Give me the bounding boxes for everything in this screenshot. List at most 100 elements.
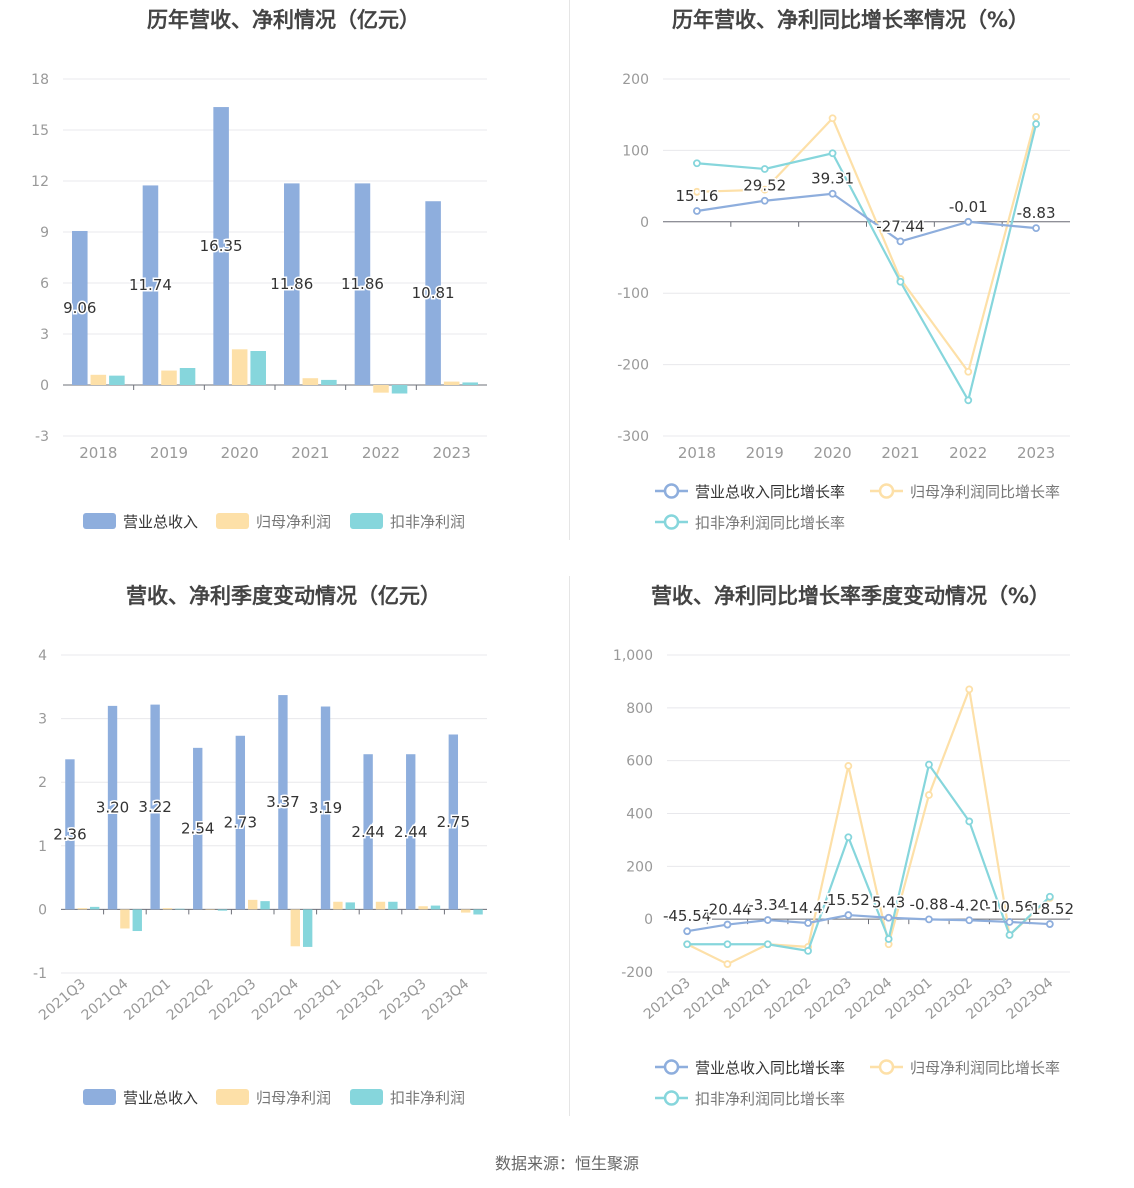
y-tick-label: 1,000 [613, 648, 653, 664]
data-label: 11.86 [341, 275, 384, 293]
x-tick-label: 2018 [678, 444, 716, 462]
data-point [964, 396, 973, 405]
legend-swatch [350, 513, 383, 529]
data-label: 5.43 [872, 894, 905, 912]
data-label: 11.74 [129, 276, 172, 294]
data-point [683, 940, 692, 949]
data-label: 2.44 [394, 823, 427, 841]
x-tick-label: 2021Q3 [36, 976, 89, 1024]
x-tick-label: 2023 [433, 444, 471, 462]
y-tick-label: 0 [644, 912, 653, 928]
bar-net-profit [375, 901, 386, 910]
x-tick-label: 2023Q1 [292, 976, 345, 1024]
data-point [884, 913, 893, 922]
data-point [804, 946, 812, 955]
data-point [693, 207, 701, 215]
bar-deducted-profit [89, 906, 100, 910]
x-tick-label: 2019 [746, 444, 784, 462]
series-line [686, 913, 1050, 933]
data-point [723, 960, 732, 968]
chart-title: 营收、净利季度变动情况（亿元） [126, 584, 441, 608]
y-tick-label: 3 [38, 712, 47, 728]
data-point [804, 919, 812, 927]
legend-label: 归母净利润 [256, 513, 331, 531]
quarterly-growth-rate-chart: 营收、净利同比增长率季度变动情况（%） -200 0 200 400 600 800 1,0… [567, 576, 1134, 1152]
data-label: 2.54 [181, 820, 214, 838]
legend-label: 扣非净利润 [390, 1089, 465, 1107]
series-line [686, 685, 1051, 966]
data-label: 15.16 [675, 187, 718, 205]
annual-bar-chart-svg: -3 0 3 6 9 12 15 18 2018 2019 2020 2021 2022 2023 9.06… [31, 72, 487, 531]
y-tick-label: -100 [617, 286, 649, 302]
data-label: -27.44 [876, 217, 924, 235]
x-tick-label: 2021 [291, 444, 329, 462]
y-tick-label: 6 [40, 276, 49, 292]
bar-deducted-profit [175, 908, 185, 910]
x-tick-label: 2018 [79, 444, 117, 462]
data-point [763, 940, 772, 949]
legend-label: 营业总收入同比增长率 [695, 483, 845, 501]
y-tick-label: -1 [33, 966, 47, 982]
data-point [723, 940, 732, 949]
bar-revenue [363, 754, 373, 910]
data-point [1005, 918, 1014, 926]
bar-net-profit [90, 374, 107, 385]
y-tick-label: -200 [617, 358, 649, 374]
data-point [760, 185, 769, 194]
data-label: -0.88 [910, 895, 949, 913]
data-point [828, 149, 837, 158]
legend-label: 扣非净利润 [390, 513, 465, 531]
bar-revenue [150, 704, 160, 910]
bar-revenue [448, 734, 459, 910]
bar-revenue [425, 201, 441, 385]
data-label: -45.54 [663, 907, 711, 925]
bar-net-profit [205, 909, 215, 910]
legend-label: 营业总收入同比增长率 [695, 1059, 845, 1077]
y-tick-label: 800 [626, 701, 653, 717]
y-tick-label: 4 [38, 648, 47, 664]
data-label: 3.20 [96, 799, 129, 817]
x-tick-label: 2023Q3 [377, 976, 430, 1024]
x-tick-label: 2021Q4 [79, 976, 132, 1024]
data-label: 3.37 [266, 793, 299, 811]
bar-deducted-profit [109, 375, 125, 385]
bar-net-profit [333, 901, 343, 910]
bar-net-profit [302, 378, 319, 385]
data-label: -14.47 [784, 899, 832, 917]
y-tick-label: 0 [640, 215, 649, 231]
data-point [925, 915, 933, 924]
panel-divider-top [569, 0, 570, 540]
quarterly-bar-chart-svg: -1012342021Q32021Q42022Q12022Q22022Q3202… [33, 648, 487, 1107]
series-line [696, 123, 1038, 404]
y-tick-label: 400 [626, 807, 653, 823]
bar-revenue [72, 230, 88, 385]
data-point [844, 833, 853, 842]
data-label: -0.01 [949, 198, 988, 216]
data-point [896, 277, 905, 286]
data-point [1045, 892, 1054, 901]
data-label: 29.52 [743, 177, 786, 195]
y-tick-label: 1 [38, 839, 47, 855]
x-tick-label: 2022Q3 [206, 976, 259, 1024]
annual-revenue-profit-chart: 历年营收、净利情况（亿元） -3 0 3 6 9 12 15 18 2018 2019 2020 20… [0, 0, 567, 576]
bar-revenue [65, 759, 75, 910]
y-tick-label: -3 [35, 429, 49, 445]
x-tick-label: 2022 [949, 444, 987, 462]
legend-marker [663, 1059, 680, 1075]
legend-label: 归母净利润同比增长率 [910, 483, 1060, 501]
data-point [723, 920, 732, 929]
legend-label: 归母净利润 [256, 1089, 331, 1107]
y-tick-label: 0 [38, 902, 47, 918]
quarterly-line-chart-svg: -20002004006008001,0002021Q32021Q42022Q1… [613, 648, 1076, 1108]
data-point [964, 367, 973, 376]
bar-deducted-profit [345, 902, 355, 910]
legend-label: 营业总收入 [123, 1089, 198, 1107]
bar-deducted-profit [430, 905, 441, 910]
legend-marker [663, 514, 680, 530]
annual-growth-rate-chart: 历年营收、净利同比增长率情况（%） -300 -200 -100 0 100 200 201… [567, 0, 1134, 576]
data-label: 3.19 [309, 799, 342, 817]
bar-net-profit [248, 899, 258, 910]
bar-revenue [320, 706, 331, 910]
bar-deducted-profit [473, 909, 483, 915]
x-tick-label: 2020 [813, 444, 851, 462]
